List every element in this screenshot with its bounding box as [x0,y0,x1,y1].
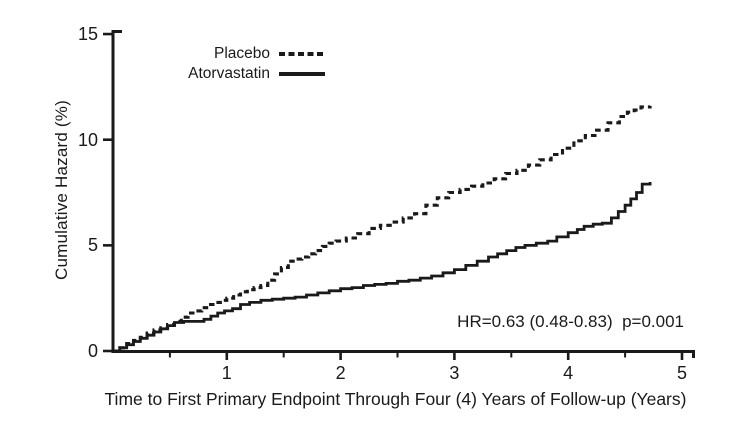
y-tick-label-10: 10 [77,129,98,150]
hazard-ratio-annotation: HR=0.63 (0.48-0.83) p=0.001 [457,312,684,331]
legend-item-placebo: Placebo [183,45,325,62]
placebo-curve [113,105,652,353]
y-tick-label-0: 0 [87,341,98,361]
legend: Placebo Atorvastatin [183,45,325,82]
axes [103,30,695,360]
legend-item-atorvastatin: Atorvastatin [183,65,325,82]
x-tick-label-2: 2 [335,363,346,383]
x-tick-label-1: 1 [221,363,232,383]
dashed-line-swatch [279,52,325,56]
y-tick-label-5: 5 [87,235,98,256]
atorvastatin-curve [113,182,652,353]
y-tick-label-15: 15 [77,24,98,45]
solid-line-swatch [279,72,325,76]
x-tick-label-5: 5 [676,363,687,383]
legend-label-placebo: Placebo [213,45,270,62]
x-tick-label-3: 3 [449,363,460,383]
x-tick-label-4: 4 [563,363,574,383]
legend-label-atorvastatin: Atorvastatin [188,65,270,82]
curves [113,105,652,353]
x-axis-title: Time to First Primary Endpoint Through F… [104,389,687,409]
